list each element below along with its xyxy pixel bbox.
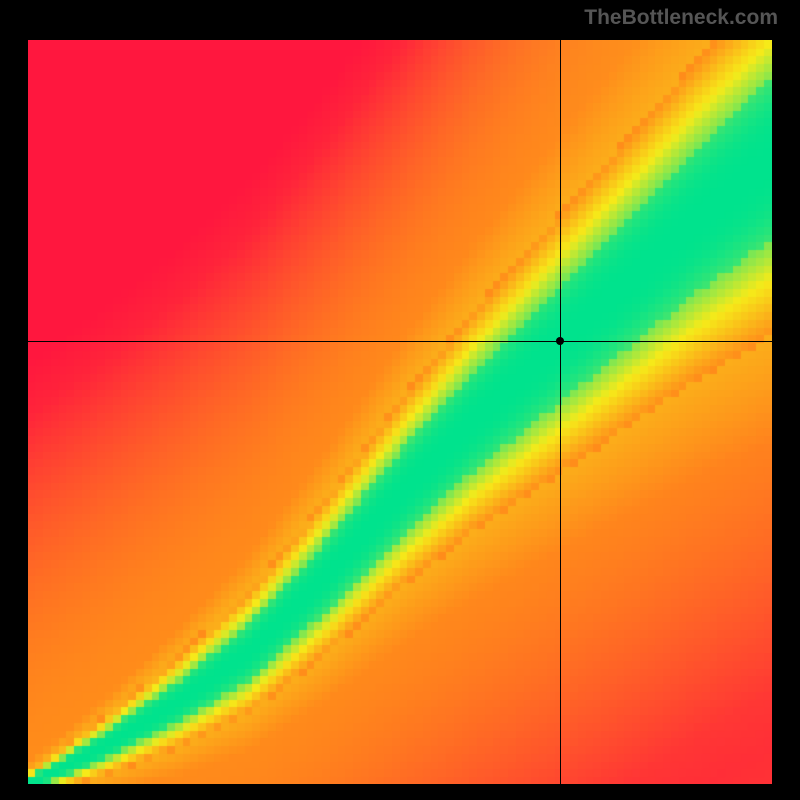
watermark-text: TheBottleneck.com xyxy=(584,6,778,30)
crosshair-horizontal xyxy=(28,341,772,342)
crosshair-vertical xyxy=(560,40,561,784)
crosshair-marker[interactable] xyxy=(556,337,564,345)
chart-container: TheBottleneck.com xyxy=(0,0,800,800)
plot-area xyxy=(28,40,772,784)
heatmap-canvas xyxy=(28,40,772,784)
